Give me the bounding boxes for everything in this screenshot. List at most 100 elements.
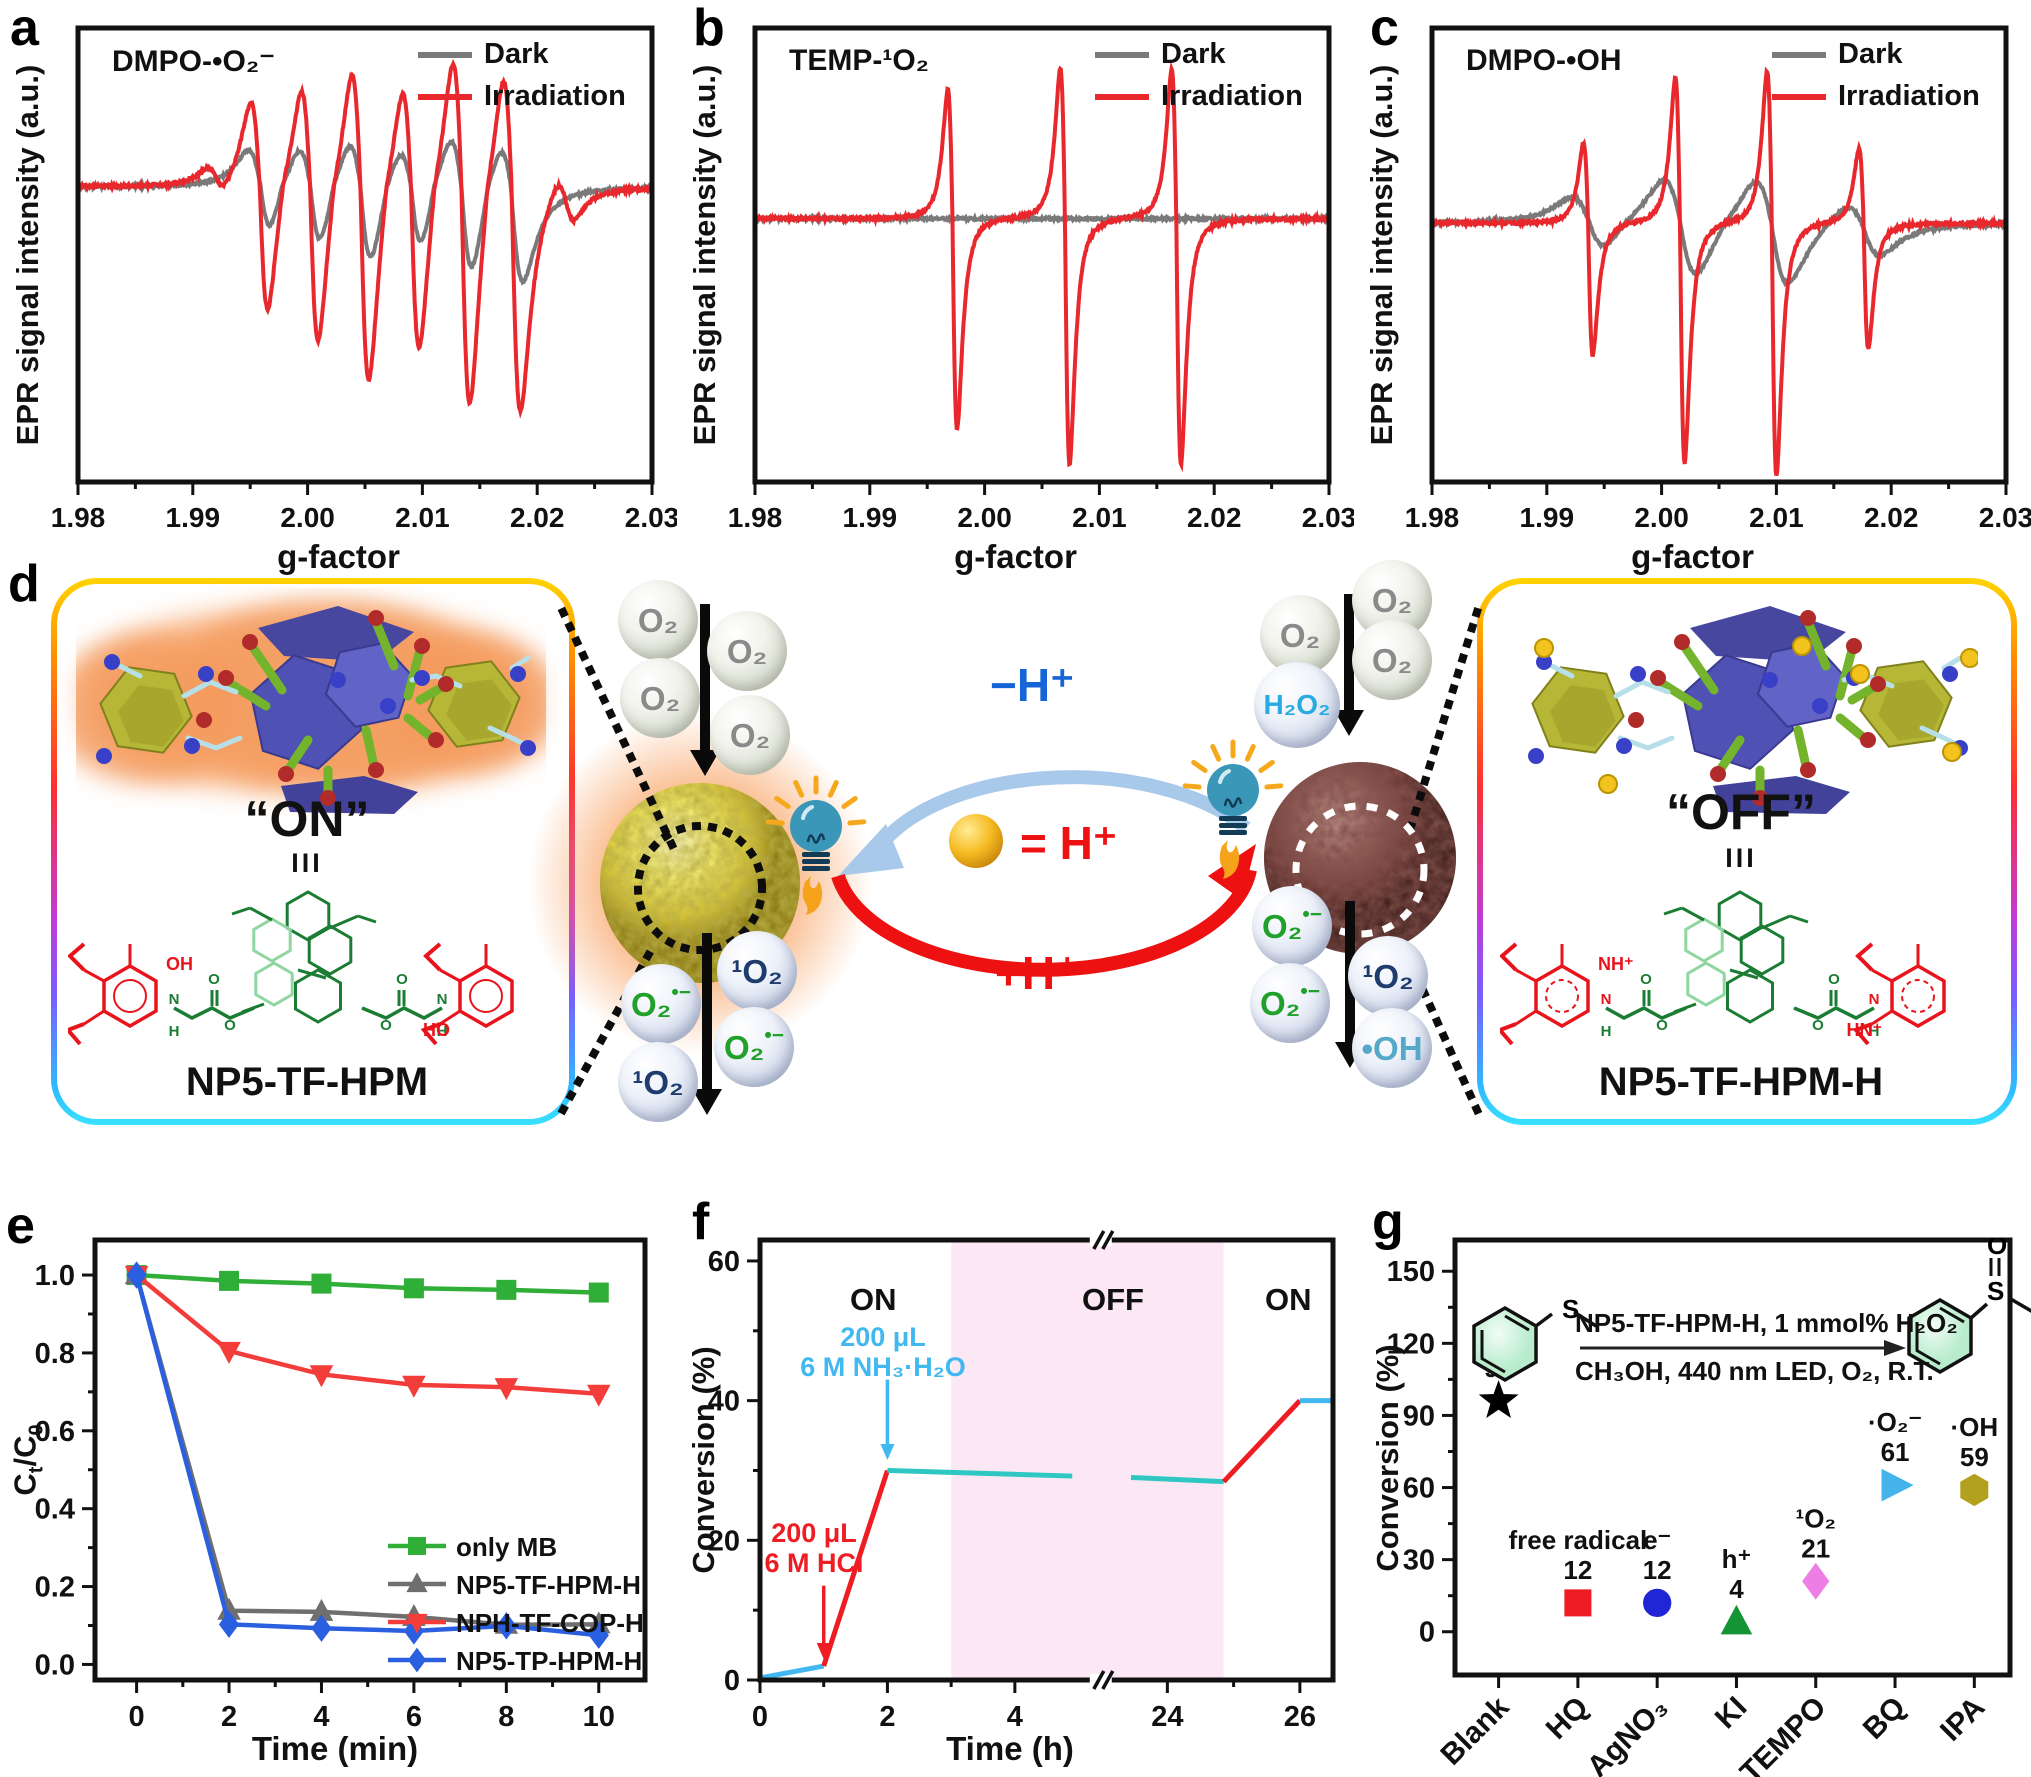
marker-square bbox=[496, 1279, 517, 1300]
x-axis-title: g-factor bbox=[954, 538, 1077, 575]
marker-square bbox=[311, 1273, 332, 1294]
svg-text:2.02: 2.02 bbox=[510, 502, 565, 533]
y-axis-title: Conversion (%) bbox=[1370, 1344, 1405, 1572]
marker-diamond bbox=[1802, 1562, 1830, 1600]
legend-item-dark: Dark bbox=[418, 38, 626, 71]
marker-triangle-up bbox=[1720, 1604, 1753, 1635]
pillararene-ring bbox=[1739, 924, 1785, 976]
legend-item-irradiation: Irradiation bbox=[1772, 80, 1980, 113]
molecule-sphere-O₂: O₂ bbox=[710, 695, 790, 775]
epr-chart-b: 1.98 1.99 2.00 2.01 2.02 2.03 bbox=[728, 25, 1354, 533]
molecule-sphere-O₂: O₂ •− bbox=[1250, 963, 1330, 1043]
on-complex-3d bbox=[76, 601, 546, 814]
pillararene-ring bbox=[254, 961, 294, 1007]
svg-text:30: 30 bbox=[1403, 1545, 1435, 1577]
panel-e: e 0 2 4 6 8 10 0.0 0.2 0.4 0.6 0.8 1.0 only MB NP5-TF… bbox=[0, 1190, 670, 1777]
marker-diamond bbox=[311, 1614, 332, 1642]
marker-triangle-down bbox=[402, 1375, 426, 1398]
marker-diamond bbox=[218, 1610, 240, 1638]
svg-text:0.8: 0.8 bbox=[35, 1338, 75, 1370]
legend-item-dark: Dark bbox=[1772, 38, 1980, 71]
svg-text:0.2: 0.2 bbox=[35, 1572, 75, 1604]
off-compound-name: NP5-TF-HPM-H bbox=[1598, 1060, 1884, 1104]
state-on-2: ON bbox=[1265, 1282, 1312, 1317]
molecule-sphere-H₂O₂: H₂O₂ bbox=[1254, 662, 1340, 748]
protonation-arc bbox=[831, 868, 1257, 977]
svg-text:0: 0 bbox=[752, 1701, 768, 1733]
series-NP5-TP-HPM-H bbox=[134, 1274, 600, 1638]
molecule-sphere-¹O₂: ¹O₂ bbox=[1348, 936, 1428, 1016]
marker-star bbox=[1478, 1380, 1519, 1418]
conversion-segment bbox=[759, 1663, 825, 1681]
svg-text:2.03: 2.03 bbox=[625, 502, 677, 533]
svg-text:O: O bbox=[396, 971, 408, 988]
protonation-label: +H⁺ bbox=[995, 947, 1080, 999]
svg-text:4: 4 bbox=[313, 1701, 329, 1733]
svg-text:1.99: 1.99 bbox=[843, 502, 898, 533]
molecule-sphere-O₂: O₂ bbox=[707, 611, 787, 691]
marker-square bbox=[588, 1282, 609, 1303]
category-label: KI bbox=[1709, 1691, 1754, 1736]
legend-line-dark bbox=[1772, 51, 1826, 58]
molecule-sphere-O₂: O₂ bbox=[618, 580, 698, 660]
svg-text:2.03: 2.03 bbox=[1979, 502, 2031, 533]
svg-text:2.02: 2.02 bbox=[1864, 502, 1919, 533]
proton-site bbox=[1960, 648, 1978, 668]
svg-text:O: O bbox=[208, 971, 220, 988]
pillararene-ring bbox=[1686, 961, 1726, 1007]
panel-c: c 1.98 1.99 2.00 2.01 2.02 2.03 EPR signal in… bbox=[1354, 0, 2031, 575]
y-axis-title: EPR signal intensity (a.u.) bbox=[1364, 64, 1399, 446]
marker-square bbox=[403, 1278, 424, 1299]
state-off: OFF bbox=[1082, 1282, 1144, 1317]
svg-text:1.0: 1.0 bbox=[35, 1260, 75, 1292]
adduct-label: DMPO-•OH bbox=[1466, 44, 1622, 77]
y-axis-title: Ct/C0 bbox=[7, 1424, 48, 1496]
svg-text:2.01: 2.01 bbox=[395, 502, 450, 533]
svg-text:NPH-TF-COP-H: NPH-TF-COP-H bbox=[456, 1608, 644, 1638]
svg-text:1.98: 1.98 bbox=[728, 502, 783, 533]
svg-text:26: 26 bbox=[1284, 1701, 1316, 1733]
point-label: ·O₂⁻ bbox=[1868, 1407, 1922, 1437]
svg-text:H: H bbox=[169, 1023, 180, 1040]
legend: Dark Irradiation bbox=[1095, 38, 1303, 113]
pillararene-ring bbox=[307, 924, 353, 976]
svg-text:only MB: only MB bbox=[456, 1532, 557, 1562]
legend-line-dark bbox=[418, 51, 472, 58]
deprotonation-label: −H⁺ bbox=[990, 659, 1075, 711]
proton-ball bbox=[949, 814, 1003, 868]
panel-letter-f: f bbox=[692, 1193, 710, 1251]
molecule-sphere-O₂: O₂ bbox=[1260, 595, 1340, 675]
molecule-sphere-O₂: O₂ •− bbox=[1252, 886, 1332, 966]
molecule-sphere-O₂: O₂ bbox=[1352, 620, 1432, 700]
y-axis-title: EPR signal intensity (a.u.) bbox=[687, 64, 722, 446]
panel-letter-g: g bbox=[1372, 1193, 1404, 1251]
svg-text:1.98: 1.98 bbox=[1405, 502, 1460, 533]
deprotonation-arc bbox=[865, 770, 1251, 862]
marker-hexagon bbox=[1960, 1473, 1989, 1507]
proton-site bbox=[1792, 636, 1812, 656]
thioanisole-structure: S bbox=[1472, 1294, 1597, 1383]
base-addition-annotation: 200 μL 6 M NH₃·H₂O bbox=[800, 1322, 966, 1382]
point-label: free radical bbox=[1509, 1525, 1648, 1555]
x-axis-title: g-factor bbox=[1631, 538, 1754, 575]
off-equivalence: III bbox=[1725, 843, 1757, 873]
marker-triangle-down bbox=[217, 1341, 241, 1364]
svg-text:0: 0 bbox=[129, 1701, 145, 1733]
legend-item-dark: Dark bbox=[1095, 38, 1303, 71]
svg-text:NP5-TP-HPM-H: NP5-TP-HPM-H bbox=[456, 1646, 642, 1676]
point-label: e⁻ bbox=[1643, 1525, 1671, 1555]
marker-square bbox=[408, 1537, 426, 1555]
marker-diamond bbox=[126, 1261, 147, 1289]
sulfur-atom: S bbox=[1562, 1294, 1579, 1324]
sulfur-atom: S bbox=[1987, 1276, 2004, 1306]
svg-text:2.00: 2.00 bbox=[957, 502, 1012, 533]
legend-line-irradiation bbox=[418, 93, 472, 100]
point-label: 12 bbox=[1563, 1555, 1592, 1585]
svg-text:120: 120 bbox=[1387, 1328, 1435, 1360]
svg-text:2.00: 2.00 bbox=[280, 502, 335, 533]
svg-text:O: O bbox=[1640, 971, 1652, 988]
panel-d-scheme: d “ON” III O O N H O O N H OH HO NP5-TF-HPM “OFF”… bbox=[0, 558, 2031, 1190]
svg-text:2: 2 bbox=[879, 1701, 895, 1733]
